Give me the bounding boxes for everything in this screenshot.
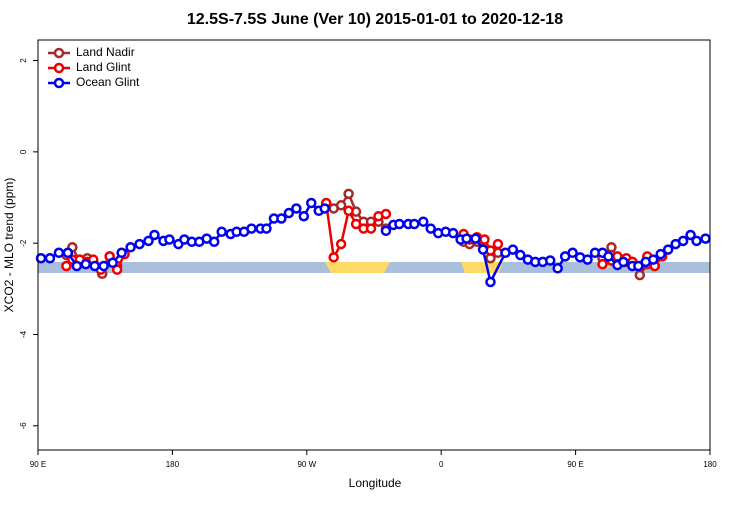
point bbox=[479, 234, 490, 245]
point bbox=[515, 249, 526, 261]
point bbox=[507, 244, 519, 255]
y-tick-label: -4 bbox=[19, 330, 28, 338]
point bbox=[328, 252, 339, 263]
point bbox=[380, 225, 392, 237]
point bbox=[544, 255, 556, 266]
point bbox=[477, 244, 489, 255]
x-tick-label: 90 E bbox=[567, 460, 583, 469]
point bbox=[134, 238, 145, 250]
legend-label: Land Glint bbox=[76, 60, 131, 74]
land-strip bbox=[325, 262, 390, 273]
point bbox=[343, 205, 354, 217]
point bbox=[44, 252, 56, 264]
point bbox=[492, 238, 504, 250]
point bbox=[418, 216, 429, 227]
point bbox=[691, 235, 702, 247]
point bbox=[409, 218, 420, 230]
y-tick-label: 2 bbox=[19, 58, 28, 63]
point bbox=[447, 227, 459, 239]
y-tick-label: -6 bbox=[19, 422, 28, 430]
x-tick-label: 90 E bbox=[30, 460, 46, 469]
point bbox=[216, 226, 227, 238]
point bbox=[470, 233, 481, 244]
point bbox=[98, 260, 109, 272]
point bbox=[394, 218, 405, 230]
x-tick-label: 0 bbox=[439, 460, 444, 469]
point bbox=[291, 203, 302, 214]
point bbox=[606, 242, 617, 253]
point bbox=[283, 207, 295, 219]
point bbox=[343, 188, 354, 200]
point bbox=[648, 254, 659, 265]
x-tick-label: 180 bbox=[703, 460, 717, 469]
point bbox=[655, 248, 666, 260]
point bbox=[80, 258, 92, 270]
point bbox=[662, 244, 674, 255]
legend-marker bbox=[53, 77, 65, 89]
point bbox=[633, 260, 644, 272]
point bbox=[208, 236, 220, 248]
y-tick-label: 0 bbox=[19, 149, 28, 154]
legend-marker bbox=[53, 62, 65, 74]
point bbox=[164, 234, 175, 245]
chart-title: 12.5S-7.5S June (Ver 10) 2015-01-01 to 2… bbox=[187, 11, 563, 28]
point bbox=[246, 223, 257, 234]
point bbox=[261, 223, 272, 234]
point bbox=[461, 233, 472, 244]
point bbox=[335, 200, 347, 211]
point bbox=[700, 233, 711, 244]
point bbox=[61, 260, 72, 272]
point bbox=[634, 269, 646, 281]
point bbox=[89, 260, 100, 272]
land-strip bbox=[461, 262, 503, 273]
point bbox=[425, 223, 436, 234]
point bbox=[143, 235, 154, 247]
point bbox=[485, 276, 496, 288]
point bbox=[350, 218, 362, 230]
point bbox=[335, 238, 347, 250]
point bbox=[365, 223, 377, 234]
point bbox=[685, 229, 696, 241]
x-axis-label: Longitude bbox=[349, 476, 402, 490]
point bbox=[125, 242, 136, 253]
point bbox=[107, 257, 118, 269]
point bbox=[319, 203, 330, 214]
point bbox=[597, 258, 608, 270]
x-tick-label: 180 bbox=[166, 460, 180, 469]
x-tick-label: 90 W bbox=[297, 460, 316, 469]
point bbox=[71, 260, 83, 272]
point bbox=[677, 235, 689, 247]
plot-frame bbox=[37, 39, 711, 451]
point bbox=[62, 247, 74, 259]
point bbox=[567, 247, 578, 259]
y-axis-label: XCO2 - MLO trend (ppm) bbox=[2, 178, 16, 313]
legend-marker bbox=[53, 47, 65, 59]
point bbox=[53, 247, 65, 259]
legend-label: Ocean Glint bbox=[76, 75, 140, 89]
point bbox=[276, 213, 287, 224]
point bbox=[552, 263, 563, 274]
point bbox=[306, 197, 317, 209]
y-tick-label: -2 bbox=[19, 239, 28, 247]
legend-label: Land Nadir bbox=[76, 45, 135, 59]
point bbox=[603, 251, 614, 262]
point bbox=[149, 229, 160, 241]
point bbox=[116, 247, 127, 259]
point bbox=[111, 264, 123, 275]
point bbox=[582, 254, 593, 265]
point bbox=[380, 208, 392, 220]
point bbox=[298, 210, 310, 222]
point bbox=[618, 256, 629, 268]
